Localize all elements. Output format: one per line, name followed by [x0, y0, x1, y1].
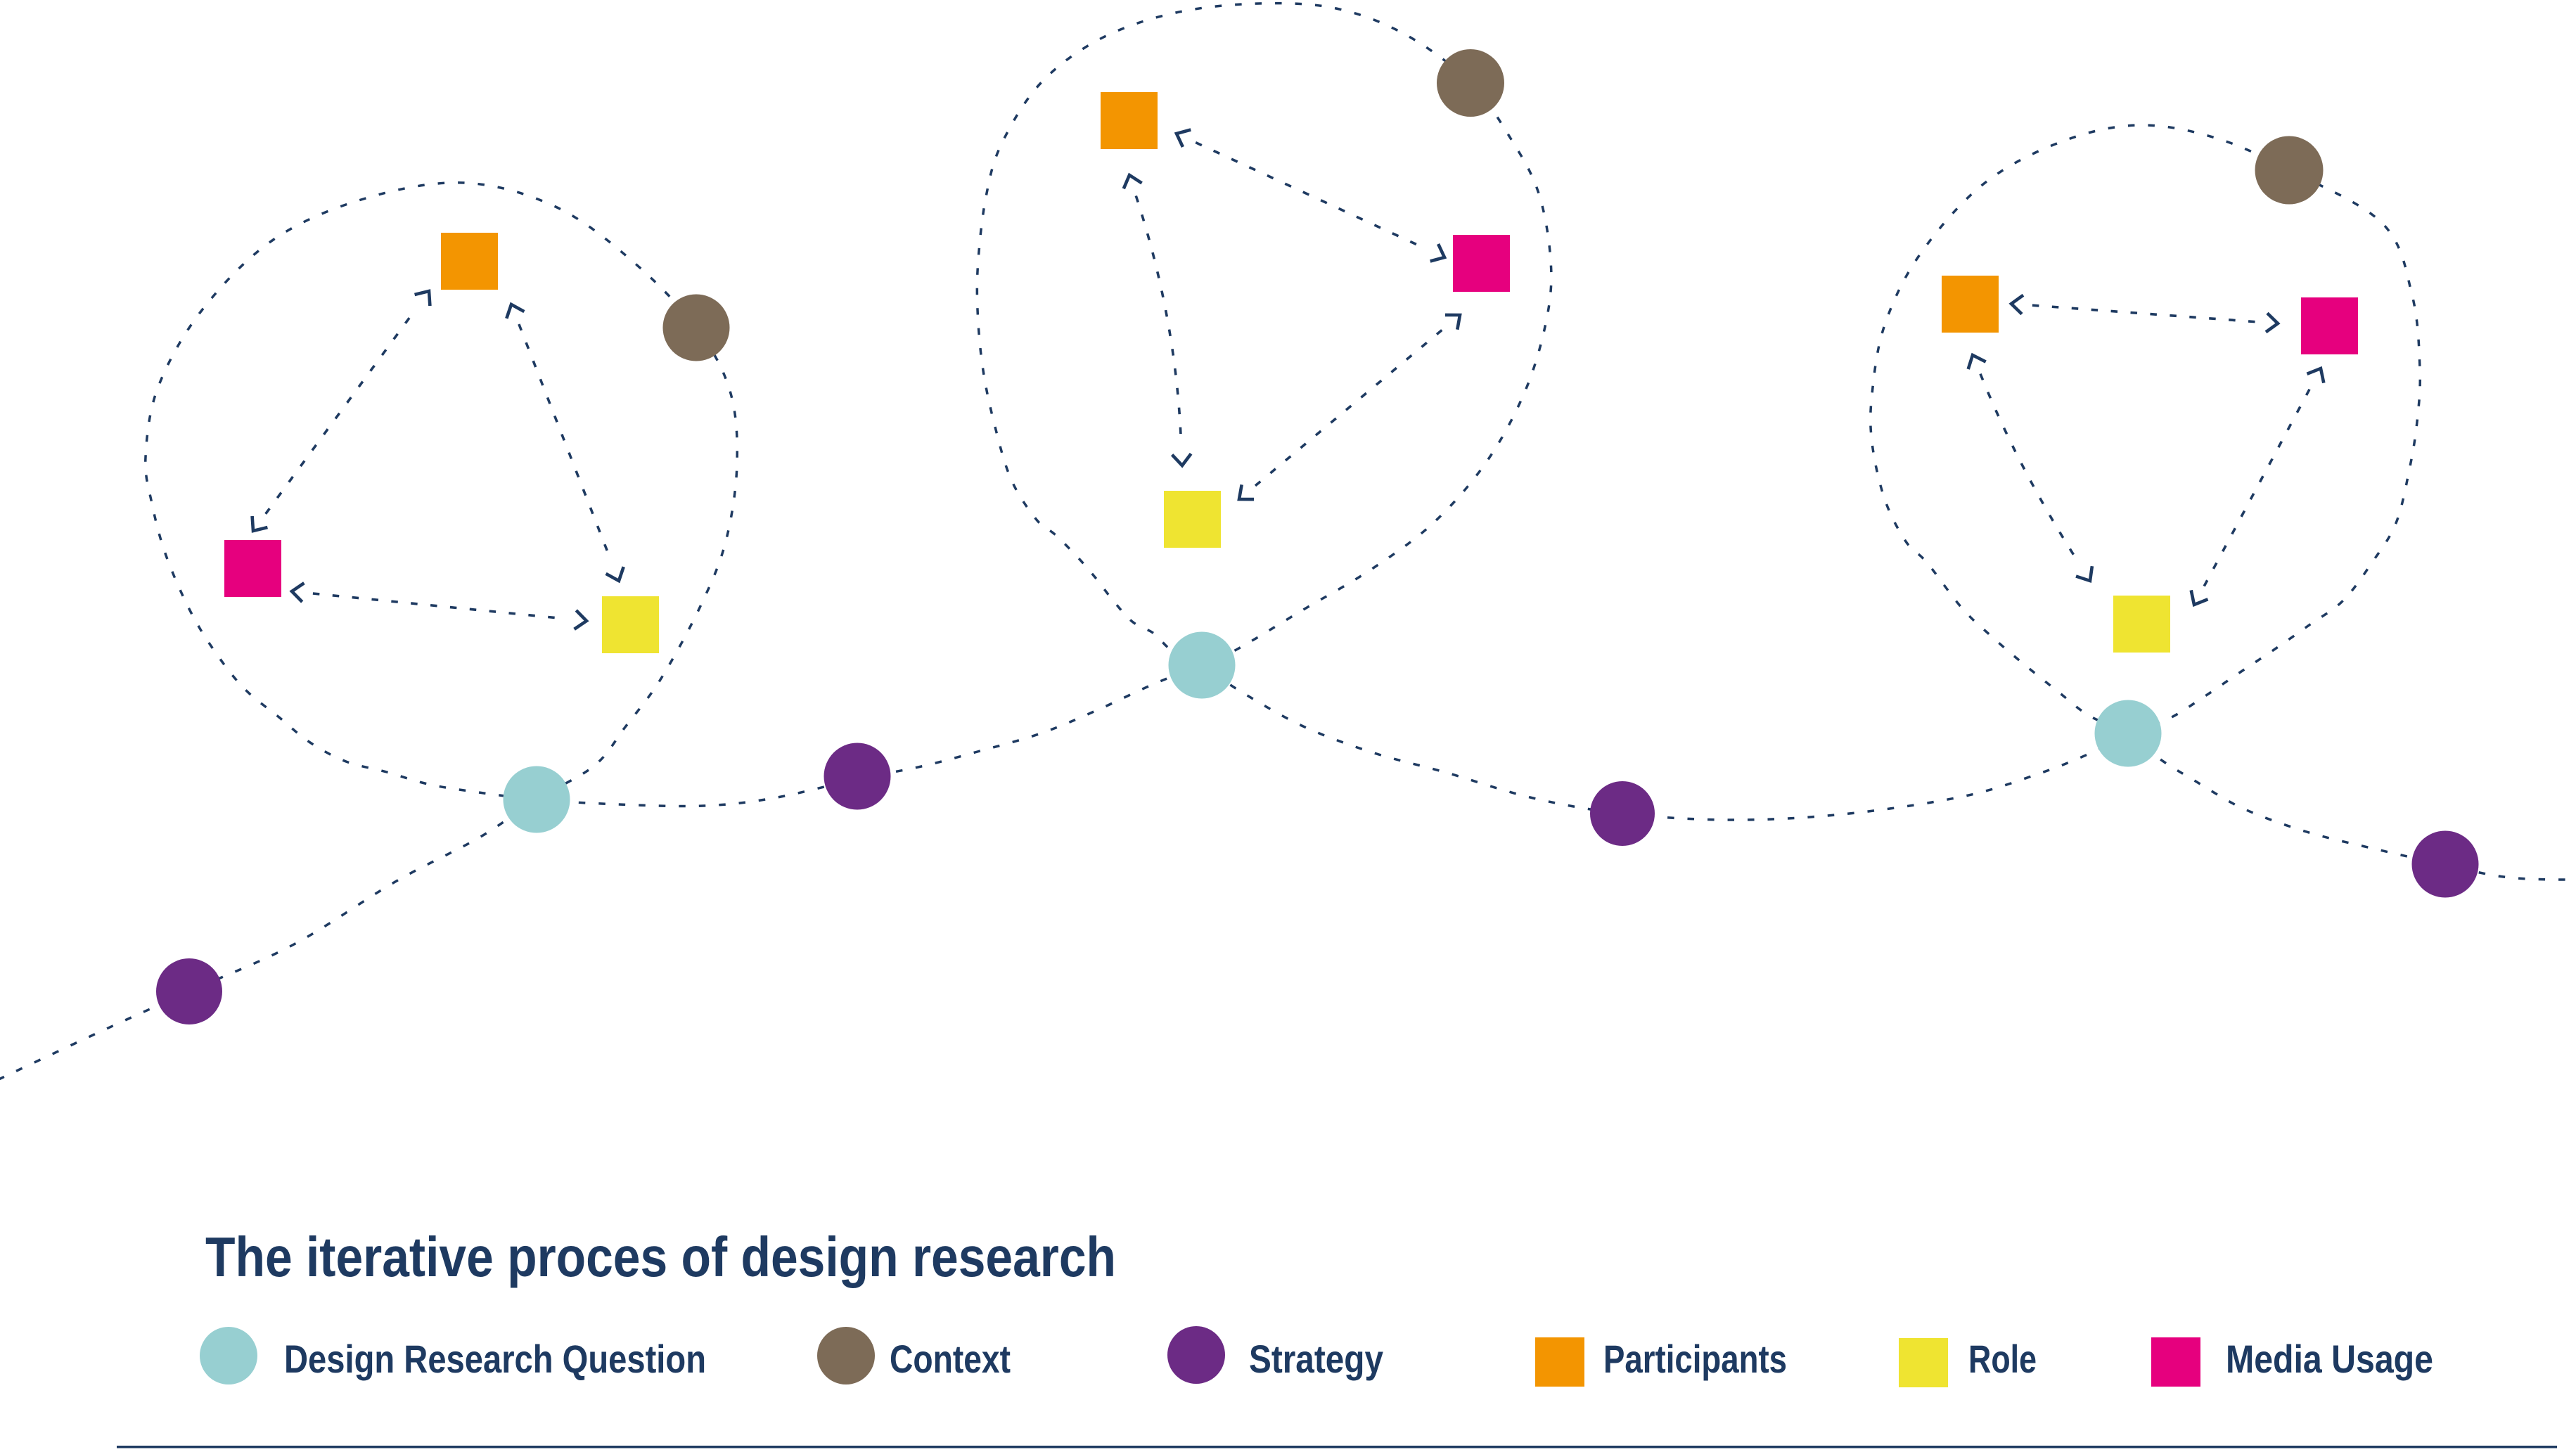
svg-text:The iterative proces of design: The iterative proces of design research	[205, 1226, 1116, 1288]
svg-text:Strategy: Strategy	[1249, 1337, 1383, 1381]
svg-text:Participants: Participants	[1603, 1337, 1787, 1381]
svg-text:Context: Context	[890, 1337, 1011, 1381]
svg-text:Media Usage: Media Usage	[2226, 1337, 2433, 1381]
svg-text:Design Research Question: Design Research Question	[284, 1337, 706, 1381]
svg-text:Role: Role	[1968, 1337, 2037, 1381]
